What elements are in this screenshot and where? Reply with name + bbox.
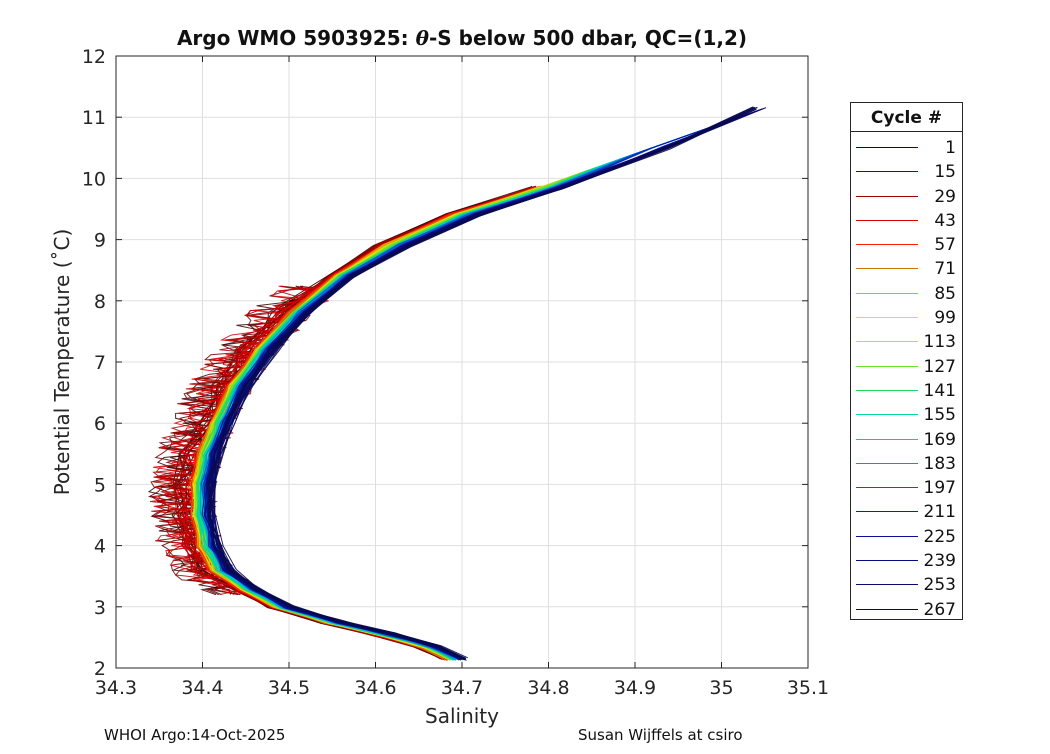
legend-swatch	[856, 171, 918, 173]
x-tick-label: 34.5	[268, 677, 310, 699]
legend-item: 113	[851, 330, 962, 354]
legend-item: 57	[851, 233, 962, 257]
chart-title-theta: θ	[415, 26, 429, 50]
legend-label: 71	[934, 259, 956, 280]
legend-swatch	[856, 511, 918, 513]
legend-item: 225	[851, 525, 962, 549]
legend-label: 225	[923, 526, 956, 547]
x-tick-label: 35.1	[787, 677, 829, 699]
legend-item: 127	[851, 355, 962, 379]
footer-right-credit: Susan Wijffels at csiro	[578, 726, 743, 744]
legend-items: 1 15 29 43 57 71 85 99 113 127 141 155 169 183 197 211 2…	[851, 132, 962, 622]
legend-label: 253	[923, 575, 956, 596]
legend-label: 169	[923, 429, 956, 450]
legend-item: 211	[851, 500, 962, 524]
legend-title: Cycle #	[851, 103, 962, 132]
legend-item: 99	[851, 306, 962, 330]
x-tick-label: 34.6	[354, 677, 396, 699]
y-tick-label: 7	[94, 352, 106, 374]
legend-swatch	[856, 268, 918, 270]
x-axis-label: Salinity	[425, 704, 499, 728]
legend-label: 267	[923, 599, 956, 620]
legend-swatch	[856, 244, 918, 246]
legend-item: 43	[851, 209, 962, 233]
legend-item: 71	[851, 257, 962, 281]
legend-item: 85	[851, 282, 962, 306]
legend-swatch	[856, 219, 918, 221]
legend-item: 253	[851, 573, 962, 597]
chart-title-suffix: -S below 500 dbar, QC=(1,2)	[428, 26, 748, 50]
legend-item: 169	[851, 428, 962, 452]
legend-swatch	[856, 317, 918, 319]
x-tick-label: 34.7	[441, 677, 483, 699]
y-tick-label: 2	[94, 658, 106, 680]
legend-swatch	[856, 438, 918, 440]
legend-label: 57	[934, 235, 956, 256]
legend-swatch	[856, 535, 918, 537]
legend-item: 141	[851, 379, 962, 403]
legend-label: 15	[934, 162, 956, 183]
legend-swatch	[856, 292, 918, 294]
legend-item: 1	[851, 136, 962, 160]
ticks: 34.3 34.4 34.5 34.6 34.7 34.8 34.9 35 35.1 2 3 4 5 6 7…	[82, 46, 829, 699]
x-tick-label: 34.8	[527, 677, 569, 699]
legend-swatch	[856, 584, 918, 586]
y-tick-label: 4	[94, 536, 106, 558]
y-tick-label: 10	[82, 168, 106, 190]
legend-item: 267	[851, 598, 962, 622]
legend-label: 99	[934, 308, 956, 329]
y-tick-label: 12	[82, 46, 106, 68]
profile-line	[153, 285, 338, 596]
legend-item: 15	[851, 160, 962, 184]
legend-label: 155	[923, 405, 956, 426]
legend-label: 113	[923, 332, 956, 353]
x-tick-label: 34.9	[614, 677, 656, 699]
legend-swatch	[856, 487, 918, 489]
legend-label: 127	[923, 356, 956, 377]
legend-label: 239	[923, 551, 956, 572]
legend-item: 239	[851, 549, 962, 573]
legend-swatch	[856, 195, 918, 197]
legend-item: 155	[851, 403, 962, 427]
y-tick-label: 9	[94, 230, 106, 252]
y-tick-label: 6	[94, 413, 106, 435]
legend-swatch	[856, 462, 918, 464]
profiles	[147, 106, 767, 661]
profile-line	[207, 108, 757, 659]
legend-swatch	[856, 365, 918, 367]
y-tick-label: 5	[94, 474, 106, 496]
legend: Cycle # 1 15 29 43 57 71 85 99 113 127 141 155 169 18…	[850, 102, 963, 620]
legend-label: 85	[934, 283, 956, 304]
legend-swatch	[856, 414, 918, 416]
y-tick-label: 3	[94, 597, 106, 619]
legend-item: 29	[851, 185, 962, 209]
series-267	[207, 106, 758, 661]
y-tick-label: 11	[82, 107, 106, 129]
footer-left-credit: WHOI Argo:14-Oct-2025	[104, 726, 286, 744]
legend-swatch	[856, 147, 918, 148]
y-tick-label: 8	[94, 291, 106, 313]
legend-swatch	[856, 389, 918, 391]
legend-swatch	[856, 560, 918, 562]
chart-title: Argo WMO 5903925: θ-S below 500 dbar, QC…	[116, 26, 808, 50]
y-axis-label: Potential Temperature (˚C)	[50, 228, 74, 496]
legend-swatch	[856, 341, 918, 343]
legend-item: 183	[851, 452, 962, 476]
x-tick-label: 34.3	[95, 677, 137, 699]
legend-label: 141	[923, 380, 956, 401]
chart-title-prefix: Argo WMO 5903925:	[176, 26, 416, 50]
legend-label: 211	[923, 502, 956, 523]
legend-label: 1	[945, 138, 956, 158]
legend-label: 43	[934, 210, 956, 231]
legend-label: 183	[923, 453, 956, 474]
legend-swatch	[856, 608, 918, 610]
legend-label: 197	[923, 478, 956, 499]
x-tick-label: 35	[709, 677, 733, 699]
legend-item: 197	[851, 476, 962, 500]
legend-label: 29	[934, 186, 956, 207]
x-tick-label: 34.4	[181, 677, 223, 699]
